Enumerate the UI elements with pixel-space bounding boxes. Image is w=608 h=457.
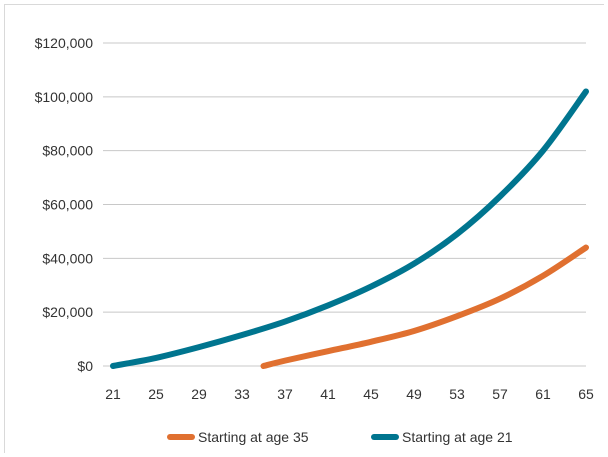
x-tick-label: 21	[105, 386, 121, 402]
x-tick-label: 65	[578, 386, 594, 402]
x-tick-label: 53	[449, 386, 465, 402]
gridlines	[103, 42, 586, 367]
x-tick-label: 49	[406, 386, 422, 402]
y-tick-label: $120,000	[35, 35, 94, 51]
x-tick-label: 37	[277, 386, 293, 402]
y-tick-label: $80,000	[42, 143, 93, 159]
y-tick-label: $100,000	[35, 89, 94, 105]
legend: Starting at age 35 Starting at age 21	[167, 429, 513, 445]
x-tick-label: 41	[320, 386, 336, 402]
x-tick-label: 25	[148, 386, 164, 402]
x-axis-tick-labels: 21 25 29 33 37 41 45 49 53 57 61 65	[105, 386, 594, 402]
series-line-0	[260, 244, 589, 369]
x-tick-label: 45	[363, 386, 379, 402]
x-tick-label: 61	[535, 386, 551, 402]
y-axis-tick-labels: $0 $20,000 $40,000 $60,000 $80,000 $100,000 $1…	[35, 35, 94, 374]
series-line-1	[110, 88, 589, 369]
series-lines	[110, 88, 589, 369]
legend-label: Starting at age 21	[402, 429, 513, 445]
x-tick-label: 29	[191, 386, 207, 402]
y-tick-label: $0	[77, 358, 93, 374]
legend-label: Starting at age 35	[198, 429, 309, 445]
y-tick-label: $20,000	[42, 304, 93, 320]
chart-frame	[4, 4, 604, 453]
x-tick-label: 33	[234, 386, 250, 402]
y-tick-label: $40,000	[42, 250, 93, 266]
x-tick-label: 57	[492, 386, 508, 402]
y-tick-label: $60,000	[42, 197, 93, 213]
